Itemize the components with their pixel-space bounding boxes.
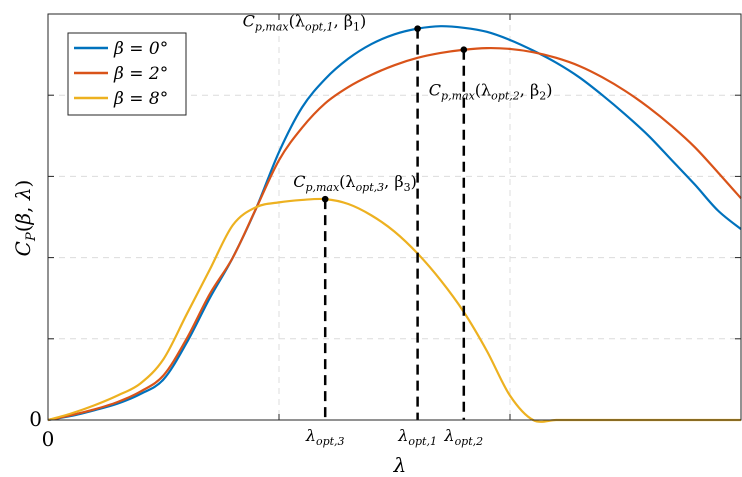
optimal-tick-sub: opt,2 [455,435,484,448]
x-axis-label: λ [393,453,407,477]
legend-entry-label: β = 8° [113,89,168,109]
optimal-tick-sub: opt,1 [408,435,437,448]
optimal-point-label: Cp,max(λopt,1, β1) [243,12,367,34]
optimal-point-label: Cp,max(λopt,2, β2) [429,81,553,103]
optimal-label-part: , β [520,81,539,100]
optimal-label-part: C [293,172,305,191]
series-line-2 [47,46,742,422]
optimal-label-part: 3 [404,181,411,194]
legend: β = 0° β = 2° β = 8° [67,32,187,116]
plot-area-frame [47,13,742,421]
y-axis-label-sub: P [24,232,39,242]
optimal-point-marker [460,46,468,54]
legend-entry-label: β = 2° [113,64,168,84]
optimal-label-part: ) [546,81,552,100]
optimal-tick-label: λopt,3 [305,426,345,448]
optimal-label-part: p,max [305,181,340,194]
optimal-tick-symbol: λ [397,426,408,445]
x-tick-label: 0 [42,427,55,451]
optimal-label-part: opt,1 [305,21,334,34]
optimal-point-marker [414,25,421,32]
optimal-label-part: opt,3 [356,181,385,194]
optimal-markers: Cp,max(λopt,3, β3)λopt,3Cp,max(λopt,1, β… [243,12,553,448]
optimal-label-part: p,max [441,90,476,103]
optimal-label-part: (λ [289,12,305,31]
optimal-point-label: Cp,max(λopt,3, β3) [293,172,417,194]
optimal-label-part: ) [360,12,366,31]
y-axis-label-text: CP(β, λ) [11,180,39,257]
optimal-tick-symbol: λ [443,426,454,445]
optimal-label-part: , β [334,12,353,31]
optimal-label-part: opt,2 [491,90,520,103]
optimal-label-part: (λ [475,81,491,100]
x-axis-label-text: λ [393,453,407,477]
optimal-label-part: C [429,81,441,100]
series-line-1 [47,25,742,422]
optimal-tick-symbol: λ [305,426,316,445]
optimal-label-part: , β [384,172,403,191]
optimal-label-part: 1 [353,21,360,34]
optimal-point-marker [321,195,329,203]
optimal-label-part: ) [411,172,417,191]
optimal-label-part: C [243,12,255,31]
tick-labels: 00 [29,407,54,451]
optimal-tick-label: λopt,1 [397,426,437,448]
optimal-tick-sub: opt,3 [316,435,345,448]
optimal-label-part: (λ [339,172,355,191]
optimal-tick-label: λopt,2 [443,426,483,448]
optimal-label-part: p,max [255,21,290,34]
legend-entry-label: β = 0° [113,39,168,59]
y-tick-label: 0 [29,407,42,431]
y-axis-label: CP(β, λ) [11,180,39,257]
optimal-label-part: 2 [539,90,546,103]
